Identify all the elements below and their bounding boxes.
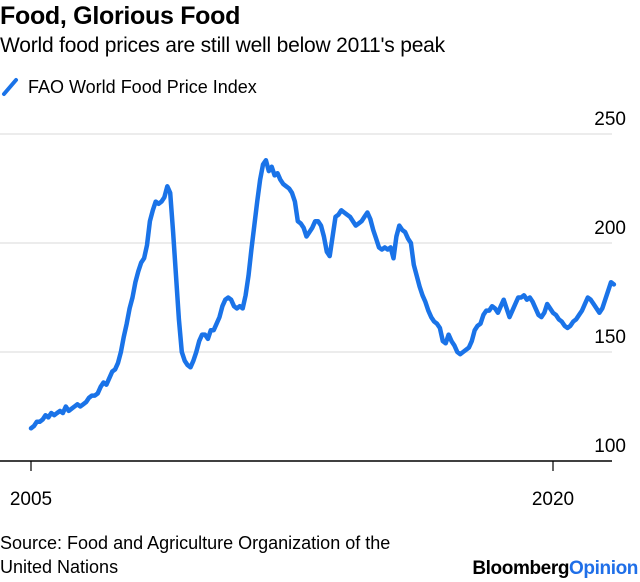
brand-secondary: Opinion [569, 558, 638, 579]
series-line-fao-food-price-index [28, 157, 617, 431]
legend: FAO World Food Price Index [0, 76, 257, 98]
y-tick-label: 100 [594, 436, 626, 457]
gridlines [0, 133, 612, 353]
x-tick-label: 2020 [532, 489, 574, 510]
brand-primary: Bloomberg [472, 558, 570, 579]
chart-title: Food, Glorious Food [0, 2, 241, 30]
y-axis-tick-labels: 100 150 200 250 [594, 109, 626, 457]
line-swatch-icon [2, 78, 18, 96]
chart-subtitle: World food prices are still well below 2… [0, 34, 445, 57]
x-tick-label: 2005 [10, 489, 52, 510]
source-note: Source: Food and Agriculture Organizatio… [0, 533, 391, 577]
legend-label: FAO World Food Price Index [28, 76, 257, 97]
x-axis: 2005 2020 [0, 460, 612, 510]
y-tick-label: 150 [594, 327, 626, 348]
series-group [28, 157, 617, 431]
bloomberg-opinion-logo: BloombergOpinion [472, 558, 638, 580]
y-tick-label: 250 [594, 109, 626, 130]
y-tick-label: 200 [594, 218, 626, 239]
